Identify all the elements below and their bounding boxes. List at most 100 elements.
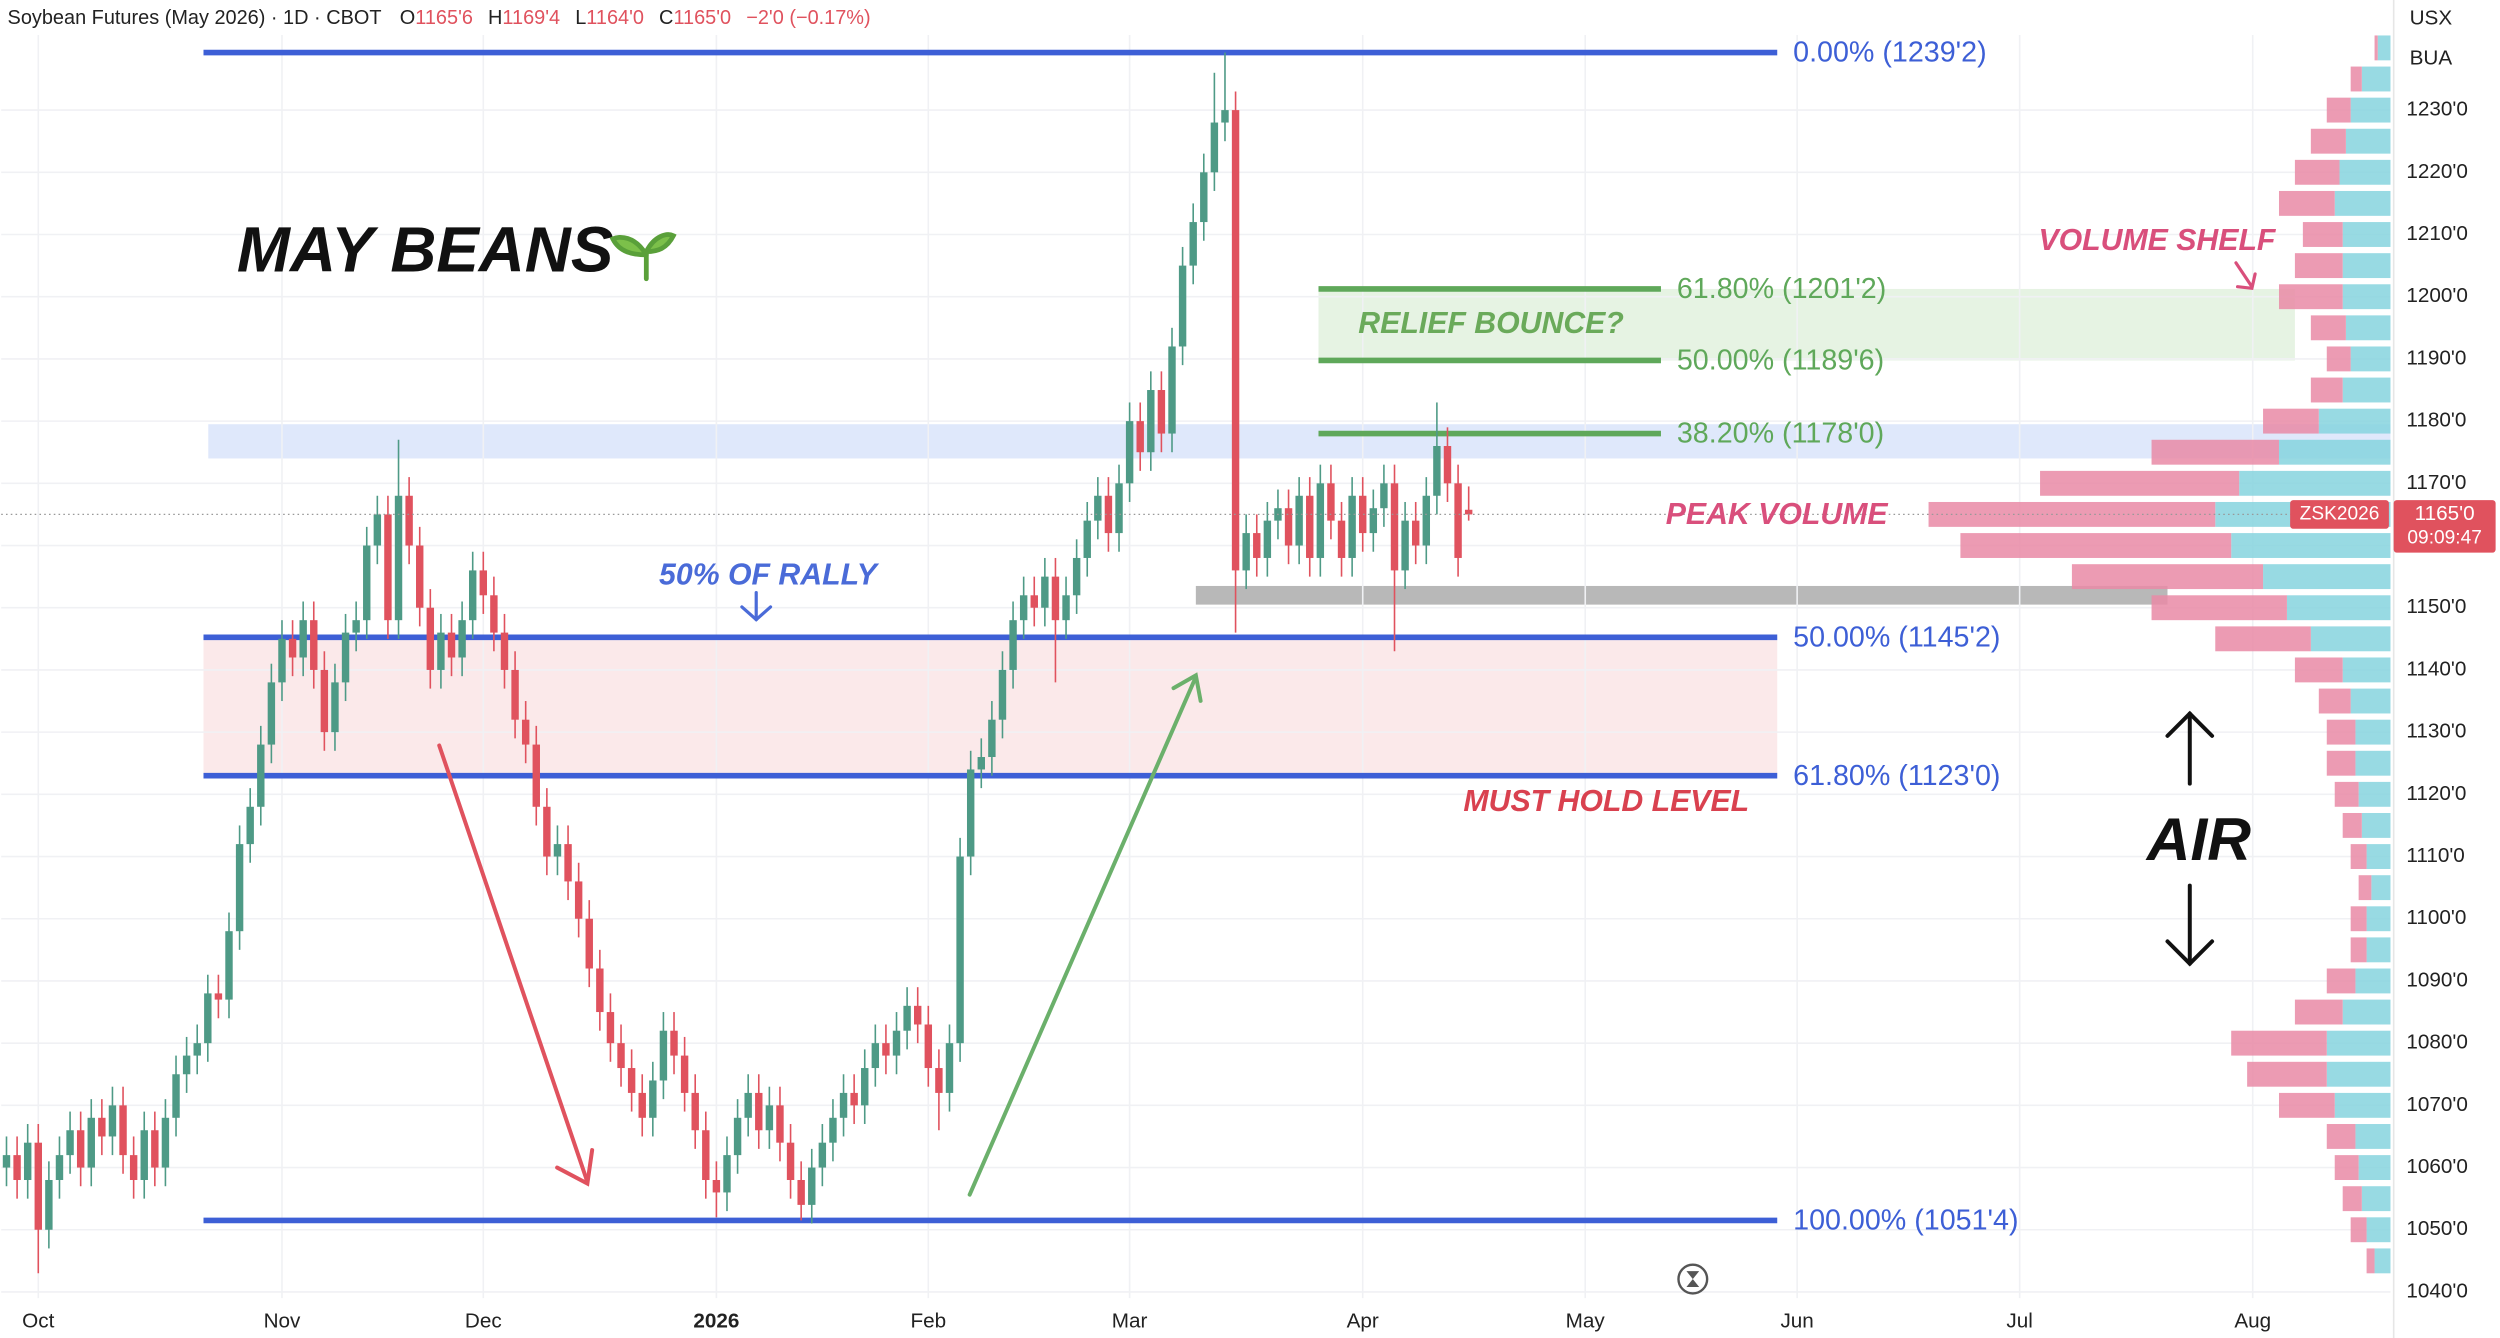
x-tick-label: Apr xyxy=(1347,1310,1379,1333)
volume-up xyxy=(2361,1186,2391,1212)
candle-body xyxy=(363,545,371,621)
volume-up xyxy=(2377,35,2391,61)
y-tick-label: 1070'0 xyxy=(2406,1093,2467,1116)
x-tick-label: Nov xyxy=(264,1310,301,1333)
candle-body xyxy=(617,1043,625,1069)
candle-body xyxy=(511,669,519,720)
candle-body xyxy=(723,1155,731,1193)
candle-body xyxy=(310,620,318,670)
replay-icon[interactable] xyxy=(1677,1263,1709,1295)
candle-body xyxy=(1072,557,1081,596)
y-tick-label: 1040'0 xyxy=(2406,1279,2467,1302)
candle-body xyxy=(945,1043,954,1093)
blue-arrow xyxy=(740,590,773,622)
candle-body xyxy=(956,856,964,1044)
candle-body xyxy=(320,669,329,733)
volume-down xyxy=(2071,564,2264,590)
y-tick-label: 1190'0 xyxy=(2406,346,2466,369)
x-tick-label: Aug xyxy=(2234,1310,2271,1333)
candle-body xyxy=(45,1180,53,1230)
candle-body xyxy=(214,993,223,1000)
ohlc-letter: L xyxy=(575,7,586,29)
candle-body xyxy=(998,669,1007,720)
candle-body xyxy=(670,1030,678,1056)
candle-body xyxy=(1327,483,1335,521)
candle-body xyxy=(1125,421,1134,484)
ohlc-value: 1169'4 xyxy=(502,7,560,29)
volume-up xyxy=(2355,750,2391,776)
candle-body xyxy=(161,1117,170,1168)
candle-body xyxy=(564,844,572,882)
candle-body xyxy=(1369,508,1378,534)
volume-up xyxy=(2366,906,2391,932)
candle-body xyxy=(13,1155,21,1181)
candle-body xyxy=(892,1030,901,1056)
candle-body xyxy=(34,1142,42,1230)
candle-body xyxy=(447,632,456,658)
candle-body xyxy=(23,1142,32,1181)
volume-up xyxy=(2350,688,2391,714)
volume-down xyxy=(2350,906,2367,932)
candle-body xyxy=(786,1142,795,1181)
candle-body xyxy=(479,570,488,596)
candle-body xyxy=(733,1117,742,1156)
symbol-tag-text: ZSK2026 xyxy=(2300,503,2380,524)
zone xyxy=(1195,585,2168,605)
unit: BUA xyxy=(2410,46,2453,69)
x-tick-label: Dec xyxy=(465,1310,502,1333)
candle-body xyxy=(1253,533,1261,558)
volume-down xyxy=(2302,222,2343,247)
candle-body xyxy=(966,769,975,857)
volume-up xyxy=(2366,937,2391,963)
volume-down xyxy=(2294,159,2340,185)
volume-up xyxy=(2374,1248,2391,1274)
header: Soybean Futures (May 2026) · 1D · CBOT O… xyxy=(8,7,871,29)
candle-body xyxy=(225,931,233,1000)
volume-up xyxy=(2366,844,2391,869)
candle-body xyxy=(66,1130,74,1156)
volume-down xyxy=(2342,1186,2362,1212)
candle-body xyxy=(702,1130,710,1181)
volume-down xyxy=(2326,968,2356,994)
volume-up xyxy=(2358,1155,2391,1181)
volume-up xyxy=(2342,657,2391,683)
candle-body xyxy=(649,1080,657,1118)
candle-body xyxy=(1200,172,1208,223)
volume-up xyxy=(2318,408,2391,434)
volume-up xyxy=(2231,533,2391,558)
candle-body xyxy=(204,993,212,1044)
annotation: PEAK VOLUME xyxy=(1666,498,1889,531)
candle-body xyxy=(988,719,996,758)
candle-body xyxy=(1019,595,1028,621)
level-label: 61.80% (1123'0) xyxy=(1793,760,2000,792)
candle-body xyxy=(543,806,551,857)
candle-body xyxy=(808,1167,816,1205)
candle-body xyxy=(2,1155,11,1168)
y-tick-label: 1230'0 xyxy=(2406,98,2467,121)
candle-body xyxy=(882,1043,890,1056)
x-tick-label: Feb xyxy=(910,1310,946,1333)
volume-down xyxy=(2040,470,2240,496)
symbol-tag xyxy=(2290,500,2389,529)
candle-body xyxy=(755,1092,763,1131)
volume-down xyxy=(2151,439,2279,465)
volume-up xyxy=(2342,377,2391,403)
candle-body xyxy=(627,1068,636,1093)
volume-down xyxy=(2151,595,2287,621)
volume-down xyxy=(2231,1030,2327,1056)
volume-down xyxy=(2294,999,2343,1025)
volume-up xyxy=(2342,222,2391,247)
y-tick-label: 1180'0 xyxy=(2406,409,2466,432)
candle-body xyxy=(1041,576,1049,608)
annotation: 50% OF RALLY xyxy=(659,559,880,592)
candle-body xyxy=(1083,520,1091,558)
annotation-title: MAY BEANS xyxy=(237,214,613,286)
level-label: 50.00% (1145'2) xyxy=(1793,621,2000,653)
volume-down xyxy=(2334,1155,2359,1181)
volume-up xyxy=(2334,1092,2391,1118)
candle-body xyxy=(1221,110,1229,123)
volume-down xyxy=(2326,719,2356,745)
candle-body xyxy=(437,632,445,670)
candle-body xyxy=(1115,483,1123,534)
